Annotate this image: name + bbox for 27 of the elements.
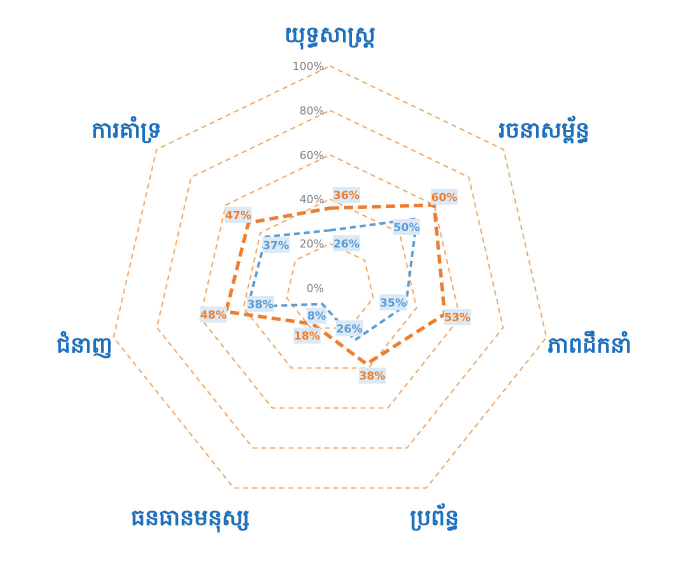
data-label: 18% bbox=[294, 330, 320, 343]
data-label: 36% bbox=[333, 189, 360, 202]
y-tick-label: 80% bbox=[300, 104, 324, 118]
data-label: 50% bbox=[393, 220, 420, 234]
data-label: 37% bbox=[262, 238, 290, 252]
spoke-label: ប្រព័ន្ធ bbox=[410, 502, 460, 531]
data-label: 60% bbox=[431, 190, 458, 204]
data-label: 38% bbox=[359, 370, 386, 383]
y-tick-label: 100% bbox=[292, 60, 324, 73]
data-label: 26% bbox=[333, 237, 360, 250]
data-label: 38% bbox=[247, 298, 274, 311]
data-label: 8% bbox=[307, 310, 326, 323]
spoke-label: ភាពដឹកនាំ bbox=[548, 330, 632, 359]
data-label: 48% bbox=[200, 308, 227, 322]
y-tick-label: 40% bbox=[300, 193, 324, 206]
spoke-label: ធនធានមនុស្ស bbox=[130, 506, 250, 533]
spoke-label: រចនាសម្ព័ន្ធ bbox=[498, 116, 590, 144]
spoke-label: យុទ្ធសាស្ត្រ bbox=[284, 23, 376, 50]
data-label: 53% bbox=[444, 311, 471, 324]
data-label: 35% bbox=[380, 296, 406, 310]
y-tick-label: 0% bbox=[306, 282, 324, 295]
spoke-label: ជំនាញ bbox=[56, 330, 112, 359]
data-label: 47% bbox=[225, 208, 252, 222]
y-tick-label: 60% bbox=[300, 148, 324, 162]
y-tick-label: 20% bbox=[300, 238, 324, 251]
spoke-label: ការគាំទ្រ bbox=[91, 116, 162, 144]
data-label: 26% bbox=[336, 322, 363, 336]
